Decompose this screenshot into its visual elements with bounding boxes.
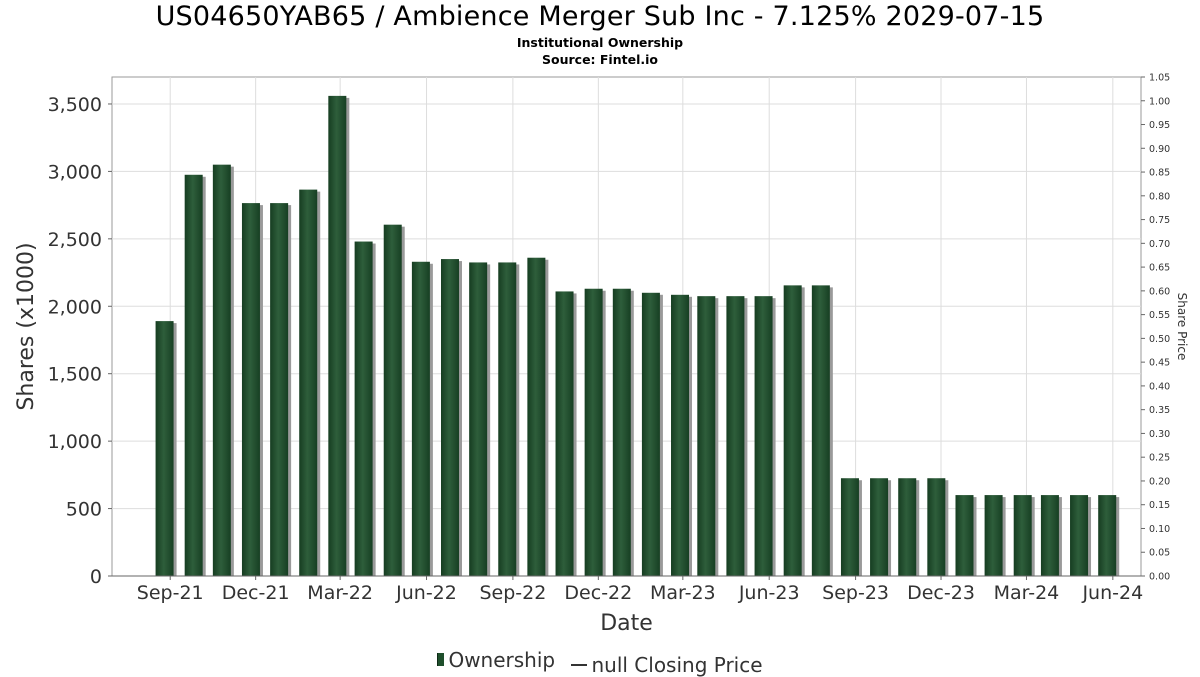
y-tick-label: 3,000 (48, 161, 102, 183)
chart-title: US04650YAB65 / Ambience Merger Sub Inc -… (155, 1, 1045, 32)
y2-tick-label: 0.35 (1149, 405, 1170, 416)
y2-tick-label: 0.65 (1149, 263, 1170, 274)
y2-tick-label: 0.90 (1149, 144, 1170, 155)
chart-source: Source: Fintel.io (542, 52, 658, 67)
y-tick-label: 3,500 (48, 94, 102, 116)
bar-ownership[interactable] (241, 203, 260, 577)
bar-ownership[interactable] (299, 189, 318, 576)
y2-tick-label: 0.25 (1149, 453, 1170, 464)
x-tick-label: Mar-23 (650, 582, 716, 604)
y2-tick-label: 0.30 (1149, 429, 1170, 440)
legend-item-closing-price[interactable]: null Closing Price (565, 653, 763, 677)
y2-tick-label: 0.95 (1149, 120, 1170, 131)
bar-ownership[interactable] (783, 285, 802, 576)
y2-tick-label: 0.20 (1149, 476, 1170, 487)
y2-tick-label: 1.05 (1149, 73, 1170, 84)
bar-ownership[interactable] (955, 495, 974, 576)
bar-ownership[interactable] (612, 288, 631, 576)
x-tick-label: Sep-21 (137, 582, 204, 604)
bar-ownership[interactable] (697, 296, 716, 576)
legend-item-ownership[interactable]: Ownership (437, 648, 555, 672)
bar-ownership[interactable] (155, 321, 174, 576)
y-tick-label: 1,000 (48, 431, 102, 453)
x-tick-label: Sep-22 (479, 582, 546, 604)
bar-ownership[interactable] (383, 224, 402, 576)
y2-tick-label: 0.50 (1149, 334, 1170, 345)
bar-ownership[interactable] (898, 478, 917, 576)
legend: Ownership null Closing Price (0, 647, 1200, 677)
y-axis-label: Shares (x1000) (14, 242, 39, 410)
y2-tick-label: 0.85 (1149, 168, 1170, 179)
legend-label-closing-price: null Closing Price (591, 653, 763, 677)
x-tick-label: Dec-23 (907, 582, 975, 604)
x-axis-label: Date (600, 611, 653, 636)
bar-ownership[interactable] (1070, 495, 1089, 576)
line-swatch-icon (571, 664, 588, 666)
bar-ownership[interactable] (469, 262, 488, 576)
bar-ownership[interactable] (870, 478, 889, 576)
bar-ownership[interactable] (411, 261, 430, 576)
bar-ownership[interactable] (726, 296, 745, 576)
bar-ownership[interactable] (555, 291, 574, 576)
x-tick-label: Dec-22 (564, 582, 632, 604)
bar-ownership[interactable] (754, 296, 773, 576)
bar-ownership[interactable] (1013, 495, 1032, 576)
axes: 0 500 1,000 1,500 2,000 2,500 3,000 3,500 0.00 0.… (48, 73, 1171, 605)
y2-tick-label: 0.40 (1149, 381, 1170, 392)
bar-ownership[interactable] (1040, 495, 1059, 576)
y-tick-label: 0 (90, 566, 102, 588)
y2-tick-label: 0.75 (1149, 215, 1170, 226)
bar-ownership[interactable] (811, 285, 830, 576)
bar-ownership[interactable] (641, 292, 660, 576)
y2-axis-label: Share Price (1175, 293, 1189, 361)
x-tick-label: Dec-21 (222, 582, 290, 604)
y2-tick-label: 0.60 (1149, 286, 1170, 297)
y2-tick-label: 0.15 (1149, 500, 1170, 511)
y2-tick-label: 0.10 (1149, 524, 1170, 535)
y-tick-label: 1,500 (48, 364, 102, 386)
bar-ownership[interactable] (184, 174, 203, 576)
y2-tick-label: 0.80 (1149, 191, 1170, 202)
bars (155, 95, 1120, 577)
bar-ownership[interactable] (840, 478, 859, 576)
bar-ownership[interactable] (584, 288, 603, 576)
y2-tick-label: 0.05 (1149, 548, 1170, 559)
bar-ownership[interactable] (1098, 495, 1117, 576)
chart-subtitle: Institutional Ownership (516, 35, 684, 50)
y-tick-label: 2,500 (48, 229, 102, 251)
y2-tick-label: 1.00 (1149, 96, 1170, 107)
x-tick-label: Mar-24 (994, 582, 1060, 604)
bar-ownership[interactable] (498, 262, 517, 576)
y2-tick-label: 0.55 (1149, 310, 1170, 321)
x-tick-label: Jun-24 (1081, 582, 1143, 604)
bar-ownership[interactable] (212, 164, 231, 576)
x-tick-label: Jun-22 (395, 582, 457, 604)
bar-ownership[interactable] (927, 478, 946, 576)
legend-label-ownership: Ownership (448, 647, 556, 672)
y2-tick-label: 0.00 (1149, 572, 1170, 583)
bar-ownership[interactable] (671, 294, 690, 576)
bar-ownership[interactable] (328, 95, 347, 577)
x-tick-label: Sep-23 (822, 582, 889, 604)
y-tick-label: 2,000 (48, 296, 102, 318)
y-tick-label: 500 (66, 499, 102, 521)
x-tick-label: Jun-23 (738, 582, 800, 604)
bar-ownership[interactable] (270, 203, 289, 577)
bar-ownership[interactable] (984, 495, 1003, 576)
bar-ownership[interactable] (527, 257, 546, 576)
x-tick-label: Mar-22 (307, 582, 373, 604)
bar-ownership[interactable] (354, 241, 373, 576)
bar-swatch-icon (437, 653, 445, 666)
y2-tick-label: 0.70 (1149, 239, 1170, 250)
y2-tick-label: 0.45 (1149, 358, 1170, 369)
bar-ownership[interactable] (440, 259, 459, 576)
